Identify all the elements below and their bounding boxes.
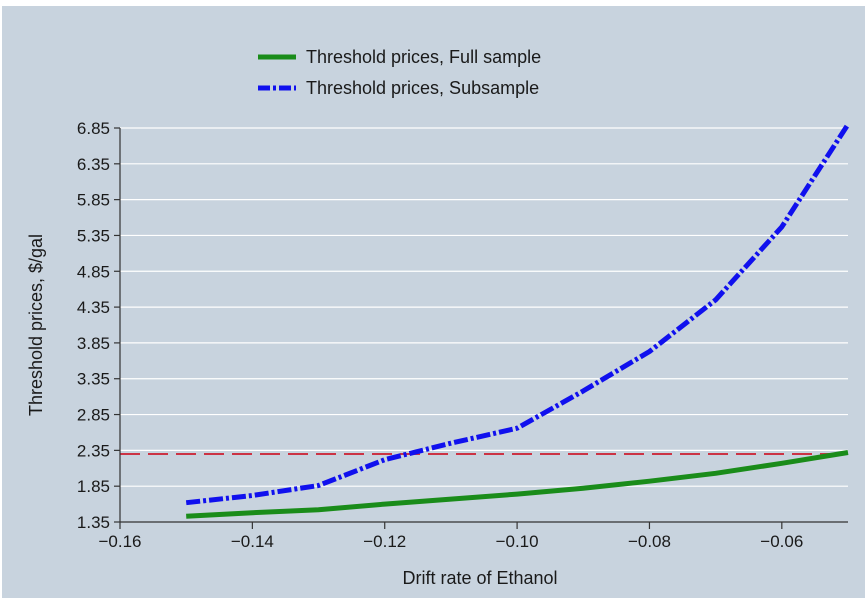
y-tick-label: 6.35 [77, 155, 110, 174]
y-tick-label: 3.85 [77, 334, 110, 353]
x-tick-label: −0.16 [98, 532, 141, 551]
y-axis-title: Threshold prices, $/gal [26, 234, 46, 416]
gridlines [120, 127, 848, 487]
x-tick-label: −0.08 [628, 532, 671, 551]
y-tick-label: 2.35 [77, 441, 110, 460]
y-tick-label: 4.35 [77, 298, 110, 317]
y-tick-label: 3.35 [77, 370, 110, 389]
x-tick-label: −0.06 [760, 532, 803, 551]
series-line-full-sample [186, 450, 849, 519]
x-tick-label: −0.12 [363, 532, 406, 551]
legend-label-subsample: Threshold prices, Subsample [306, 78, 539, 98]
y-tick-label: 1.85 [77, 477, 110, 496]
y-tick-label: 6.85 [77, 119, 110, 138]
y-tick-label: 2.85 [77, 406, 110, 425]
x-ticks: −0.16 −0.14 −0.12 −0.10 −0.08 −0.06 [98, 522, 803, 551]
y-tick-label: 5.85 [77, 191, 110, 210]
x-axis-title: Drift rate of Ethanol [402, 568, 557, 588]
series-line-subsample [185, 123, 851, 506]
y-tick-label: 4.85 [77, 262, 110, 281]
x-tick-label: −0.10 [496, 532, 539, 551]
series-layer [185, 123, 851, 519]
legend: Threshold prices, Full sample Threshold … [258, 47, 541, 98]
axes [119, 128, 848, 523]
y-tick-label: 5.35 [77, 226, 110, 245]
y-ticks: 1.35 1.85 2.35 2.85 3.35 3.85 4.35 4.85 5.35 5.85… [77, 119, 120, 532]
y-tick-label: 1.35 [77, 513, 110, 532]
x-tick-label: −0.14 [231, 532, 274, 551]
legend-label-full-sample: Threshold prices, Full sample [306, 47, 541, 67]
